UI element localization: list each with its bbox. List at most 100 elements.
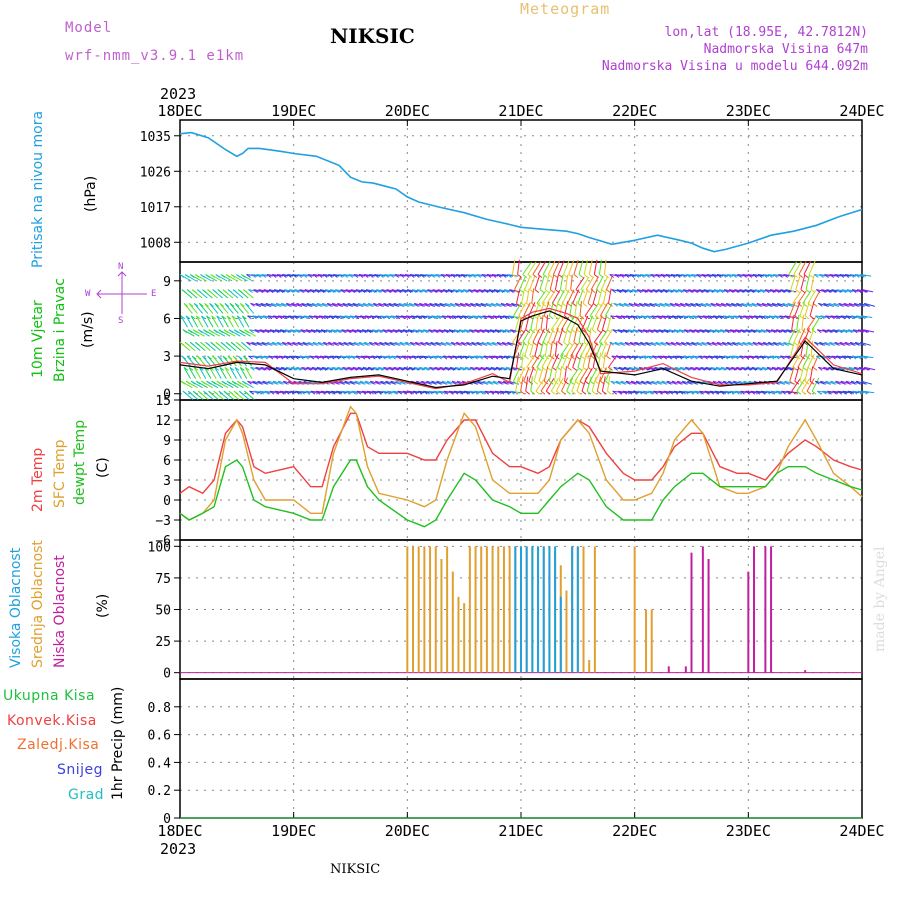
wind-barb	[337, 366, 349, 371]
wind-barb	[793, 274, 799, 278]
wind-barb	[574, 368, 584, 382]
wind-barb	[560, 343, 570, 357]
wind-barb	[662, 289, 674, 293]
y-tick-label: −3	[155, 514, 171, 529]
wind-barb	[586, 390, 592, 395]
wind-barb	[708, 355, 714, 360]
wind-barb	[647, 289, 659, 293]
wind-barb	[725, 329, 737, 333]
y-tick-label: 9	[163, 434, 171, 449]
wind-barb	[551, 366, 557, 371]
wind-barb	[211, 315, 219, 328]
y-tick-label: 0.4	[148, 756, 172, 771]
wind-barb	[386, 289, 398, 293]
wind-barb	[784, 380, 789, 385]
wind-barb	[382, 329, 387, 334]
wind-barb	[404, 341, 410, 346]
wind-barb	[304, 289, 316, 293]
wind-barb	[590, 276, 599, 290]
wind-barb	[484, 390, 490, 395]
wind-barb	[579, 315, 585, 320]
wind-barb	[605, 302, 613, 317]
wind-barb	[237, 380, 242, 385]
wind-barb	[766, 366, 772, 371]
wind-barb	[566, 390, 571, 395]
wind-barb	[716, 341, 722, 346]
wind-barb	[343, 274, 349, 278]
wind-barb	[515, 315, 521, 330]
wind-barb	[191, 289, 197, 294]
wind-barb	[483, 289, 495, 293]
wind-barb	[800, 289, 806, 294]
wind-barb	[211, 315, 216, 320]
wind-barb	[810, 274, 815, 290]
wind-barb	[553, 274, 558, 278]
wind-barb	[299, 289, 304, 294]
wind-barb	[728, 289, 734, 294]
wind-barb	[512, 274, 517, 278]
wind-barb	[604, 341, 609, 346]
wind-barb	[727, 315, 733, 320]
wind-barb	[237, 315, 242, 320]
wind-barb	[330, 390, 336, 395]
wind-barb	[398, 366, 404, 371]
wind-barb	[469, 390, 474, 395]
wind-barb	[311, 302, 317, 307]
wind-barb	[700, 366, 705, 371]
wind-barb	[418, 329, 430, 333]
wind-barb	[787, 366, 799, 371]
elevation: Nadmorska Visina 647m	[703, 42, 868, 57]
wind-barb	[316, 366, 328, 371]
wind-barb	[610, 380, 616, 385]
wind-barb	[552, 260, 560, 275]
wind-barb	[548, 315, 554, 320]
wind-barb	[617, 390, 623, 395]
wind-barb	[735, 329, 747, 333]
wind-barb	[860, 380, 866, 385]
wind-barb	[564, 380, 569, 385]
wind-barb	[465, 366, 477, 371]
wind-barb	[442, 289, 454, 293]
year-bottom: 2023	[160, 840, 197, 858]
wind-barb	[549, 341, 553, 357]
wind-barb	[770, 289, 782, 293]
wind-barb	[608, 302, 613, 307]
wind-barb	[805, 289, 811, 294]
wind-barb	[376, 289, 381, 294]
wind-barb	[374, 341, 379, 346]
wind-barb	[798, 261, 807, 275]
wind-barb	[412, 289, 424, 293]
wind-barb	[533, 380, 539, 385]
wind-barb	[545, 378, 555, 392]
wind-barb	[672, 289, 684, 293]
wind-barb	[634, 274, 640, 278]
wind-barb	[204, 367, 212, 379]
wind-barb	[540, 314, 544, 330]
wind-barb	[219, 302, 225, 307]
wind-barb	[380, 380, 385, 385]
wind-barb	[380, 315, 385, 320]
wind-barb	[189, 274, 195, 278]
wind-barb	[695, 366, 707, 371]
x-tick-label-bottom: 20DEC	[385, 822, 430, 840]
wind-barb	[857, 289, 869, 293]
wind-barb	[731, 366, 743, 371]
wind-barb	[739, 289, 751, 293]
wind-barb	[366, 329, 372, 334]
wind-barb	[360, 355, 366, 360]
wind-barb	[602, 390, 607, 395]
wind-barb	[590, 342, 598, 357]
y-tick-label: 1035	[140, 130, 171, 145]
wind-barb	[510, 390, 515, 395]
y-tick-label: 15	[155, 394, 171, 409]
wind-barb	[283, 289, 289, 294]
wind-barb	[714, 329, 720, 334]
wind-barb	[351, 329, 363, 333]
wind-barb	[663, 390, 669, 395]
wind-barb	[845, 315, 851, 320]
wind-barb	[444, 302, 450, 307]
wind-barb	[669, 366, 675, 371]
wind-barb	[393, 302, 399, 307]
wind-barb	[527, 261, 537, 275]
wind-barb	[533, 366, 539, 382]
